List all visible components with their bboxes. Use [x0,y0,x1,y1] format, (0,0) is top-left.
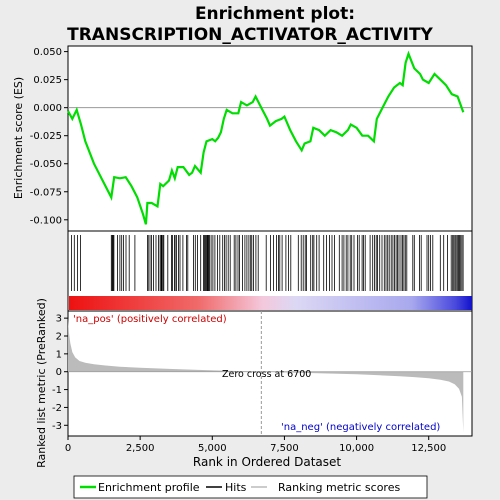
x-axis: 0 2,500 5,000 7,500 10,000 12,500 [65,436,446,454]
chart-title-line1: Enrichment plot: [195,4,355,24]
x-tick-label: 12,500 [411,443,446,454]
zero-cross-label: Zero cross at 6700 [222,369,311,380]
x-tick-label: 2,500 [126,443,155,454]
es-y-axis: 0.050 0.025 0.000 -0.025 -0.050 -0.075 -0.100 [30,47,68,226]
x-axis-label: Rank in Ordered Dataset [193,455,341,469]
metric-y-tick-label: 0 [56,367,62,378]
ranking-metric-area [68,318,464,433]
legend-box [73,475,428,499]
hit-markers [71,235,464,291]
x-tick-label: 10,000 [339,443,374,454]
metric-y-tick-label: -2 [52,403,62,414]
x-tick-label: 5,000 [198,443,227,454]
enrichment-profile-line [67,50,465,225]
es-y-tick-label: 0.050 [33,47,62,58]
x-tick-label: 7,500 [270,443,299,454]
es-y-tick-label: 0.025 [33,75,62,86]
metric-y-axis: 3 2 1 0 -1 -2 -3 [52,314,68,432]
neg-label: 'na_neg' (negatively correlated) [281,422,440,433]
legend-profile-label: Enrichment profile [98,481,200,494]
es-y-tick-label: -0.075 [30,187,62,198]
x-tick-label: 0 [65,443,71,454]
es-y-tick-label: -0.050 [30,159,62,170]
legend-hits-label: Hits [225,481,247,494]
legend-metric-label: Ranking metric scores [278,481,400,494]
es-panel [67,45,473,232]
rank-color-bar [69,296,472,310]
es-y-label: Enrichment score (ES) [12,77,25,199]
es-y-tick-label: -0.100 [30,215,62,226]
metric-y-tick-label: -1 [52,385,62,396]
metric-y-tick-label: 3 [56,314,62,325]
es-y-tick-label: -0.025 [30,131,62,142]
metric-y-tick-label: 1 [56,349,62,360]
chart-title-line2: TRANSCRIPTION_ACTIVATOR_ACTIVITY [67,25,433,45]
metric-y-tick-label: -3 [52,421,62,432]
es-y-tick-label: 0.000 [33,103,62,114]
pos-label: 'na_pos' (positively correlated) [73,314,227,325]
metric-y-tick-label: 2 [56,332,62,343]
metric-y-label: Ranked list metric (PreRanked) [35,298,48,468]
